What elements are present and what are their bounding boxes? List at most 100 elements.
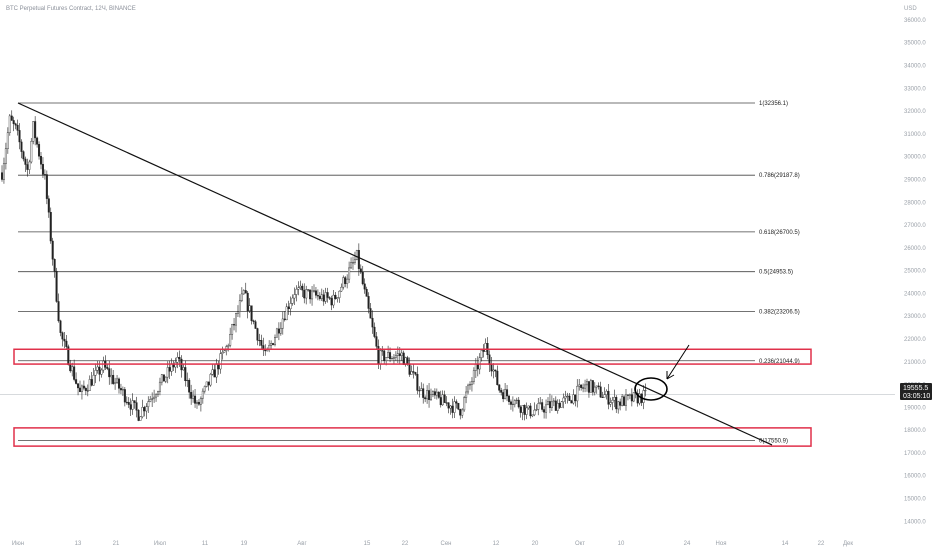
candle-153 <box>299 280 302 290</box>
candle-275 <box>537 397 540 416</box>
highlight-ellipse[interactable] <box>634 377 668 401</box>
candle-41 <box>80 384 83 400</box>
candle-body-293 <box>572 394 575 404</box>
candle-body-54 <box>106 367 109 369</box>
candle-128 <box>250 305 253 325</box>
candle-150 <box>293 287 296 305</box>
candle-body-287 <box>560 401 563 408</box>
candle-300 <box>586 378 589 392</box>
candle-117 <box>229 327 232 348</box>
candle-295 <box>576 379 579 408</box>
candle-body-206 <box>402 352 405 365</box>
fib-label-2: 0.618(26700.5) <box>759 230 800 236</box>
last-price-tag: 19555.5 03:05:10 <box>900 383 932 400</box>
candle-61 <box>119 383 122 395</box>
candle-238 <box>465 385 468 404</box>
time-axis-tick-0: Июн <box>12 541 24 547</box>
candle-body-201 <box>392 357 395 359</box>
candle-162 <box>316 289 319 301</box>
candle-body-123 <box>240 293 243 301</box>
candle-body-176 <box>344 277 347 284</box>
candle-body-304 <box>593 386 596 393</box>
candle-body-261 <box>509 401 512 405</box>
candle-262 <box>511 396 514 412</box>
candle-97 <box>190 384 193 405</box>
candle-body-79 <box>155 394 158 398</box>
candle-16 <box>32 121 35 145</box>
time-axis-tick-17: 22 <box>818 541 825 547</box>
candle-291 <box>568 392 571 401</box>
time-axis[interactable]: Июн 13 21 Июл 11 19 Авг 15 22 Сен 12 20 Окт 10 24 Ноя 14… <box>12 541 853 547</box>
candle-196 <box>383 348 386 365</box>
candle-81 <box>158 377 161 396</box>
candle-40 <box>78 380 81 393</box>
candle-324 <box>632 392 635 403</box>
candle-279 <box>545 399 548 419</box>
candle-129 <box>252 319 255 325</box>
candle-body-17 <box>34 121 37 139</box>
candle-0 <box>1 165 4 182</box>
candle-body-239 <box>467 384 470 393</box>
time-axis-tick-2: 21 <box>113 541 120 547</box>
candle-body-152 <box>297 287 300 290</box>
candle-316 <box>617 400 620 414</box>
candle-body-130 <box>254 321 257 329</box>
candle-body-78 <box>153 396 156 399</box>
candle-9 <box>18 123 21 150</box>
pointer-arrow[interactable] <box>666 344 690 380</box>
candle-149 <box>291 294 294 306</box>
candle-116 <box>227 343 230 352</box>
candle-170 <box>332 290 335 309</box>
trendline[interactable] <box>17 102 773 446</box>
price-axis-tick-6: 30000.0 <box>904 155 926 161</box>
candle-247 <box>482 344 485 358</box>
candle-body-271 <box>529 405 532 417</box>
time-axis-tick-15: Ноя <box>716 541 727 547</box>
price-axis-tick-5: 31000.0 <box>904 132 926 138</box>
candle-body-198 <box>387 352 390 358</box>
candle-215 <box>420 382 423 392</box>
candle-body-200 <box>391 358 394 360</box>
candle-body-225 <box>439 397 442 406</box>
candle-body-31 <box>61 332 64 340</box>
candle-body-306 <box>597 385 600 388</box>
candle-251 <box>490 356 493 377</box>
candle-139 <box>272 342 275 346</box>
candle-body-215 <box>420 388 423 392</box>
candle-body-275 <box>537 403 540 410</box>
candle-46 <box>90 372 93 387</box>
candle-body-182 <box>355 249 358 260</box>
candle-body-168 <box>328 297 331 299</box>
candle-173 <box>338 290 341 303</box>
candle-106 <box>207 381 210 391</box>
candle-body-316 <box>617 401 620 410</box>
candle-14 <box>28 159 31 175</box>
candle-body-157 <box>307 289 310 291</box>
candle-body-37 <box>73 366 76 380</box>
candle-144 <box>281 311 284 335</box>
candle-100 <box>195 400 198 409</box>
candle-body-236 <box>461 409 464 416</box>
candle-180 <box>352 256 355 270</box>
candle-body-320 <box>625 394 628 406</box>
candle-229 <box>447 402 450 414</box>
candle-body-114 <box>223 350 226 353</box>
candle-body-5 <box>10 115 13 121</box>
candle-171 <box>334 291 337 300</box>
candle-body-45 <box>88 379 91 391</box>
candle-body-284 <box>554 400 557 411</box>
candle-body-120 <box>234 313 237 326</box>
candle-43 <box>84 386 87 396</box>
candle-body-128 <box>250 305 253 321</box>
price-axis[interactable]: USD 36000.0 35000.0 34000.0 33000.0 32000.0 3… <box>904 6 926 525</box>
candle-282 <box>550 395 553 412</box>
candle-95 <box>186 372 189 388</box>
candle-body-296 <box>578 384 581 387</box>
candle-123 <box>240 287 243 303</box>
candle-body-254 <box>496 370 499 386</box>
candle-body-221 <box>431 391 434 395</box>
candle-body-59 <box>116 378 119 383</box>
candle-62 <box>121 386 124 396</box>
candle-body-40 <box>78 387 81 393</box>
